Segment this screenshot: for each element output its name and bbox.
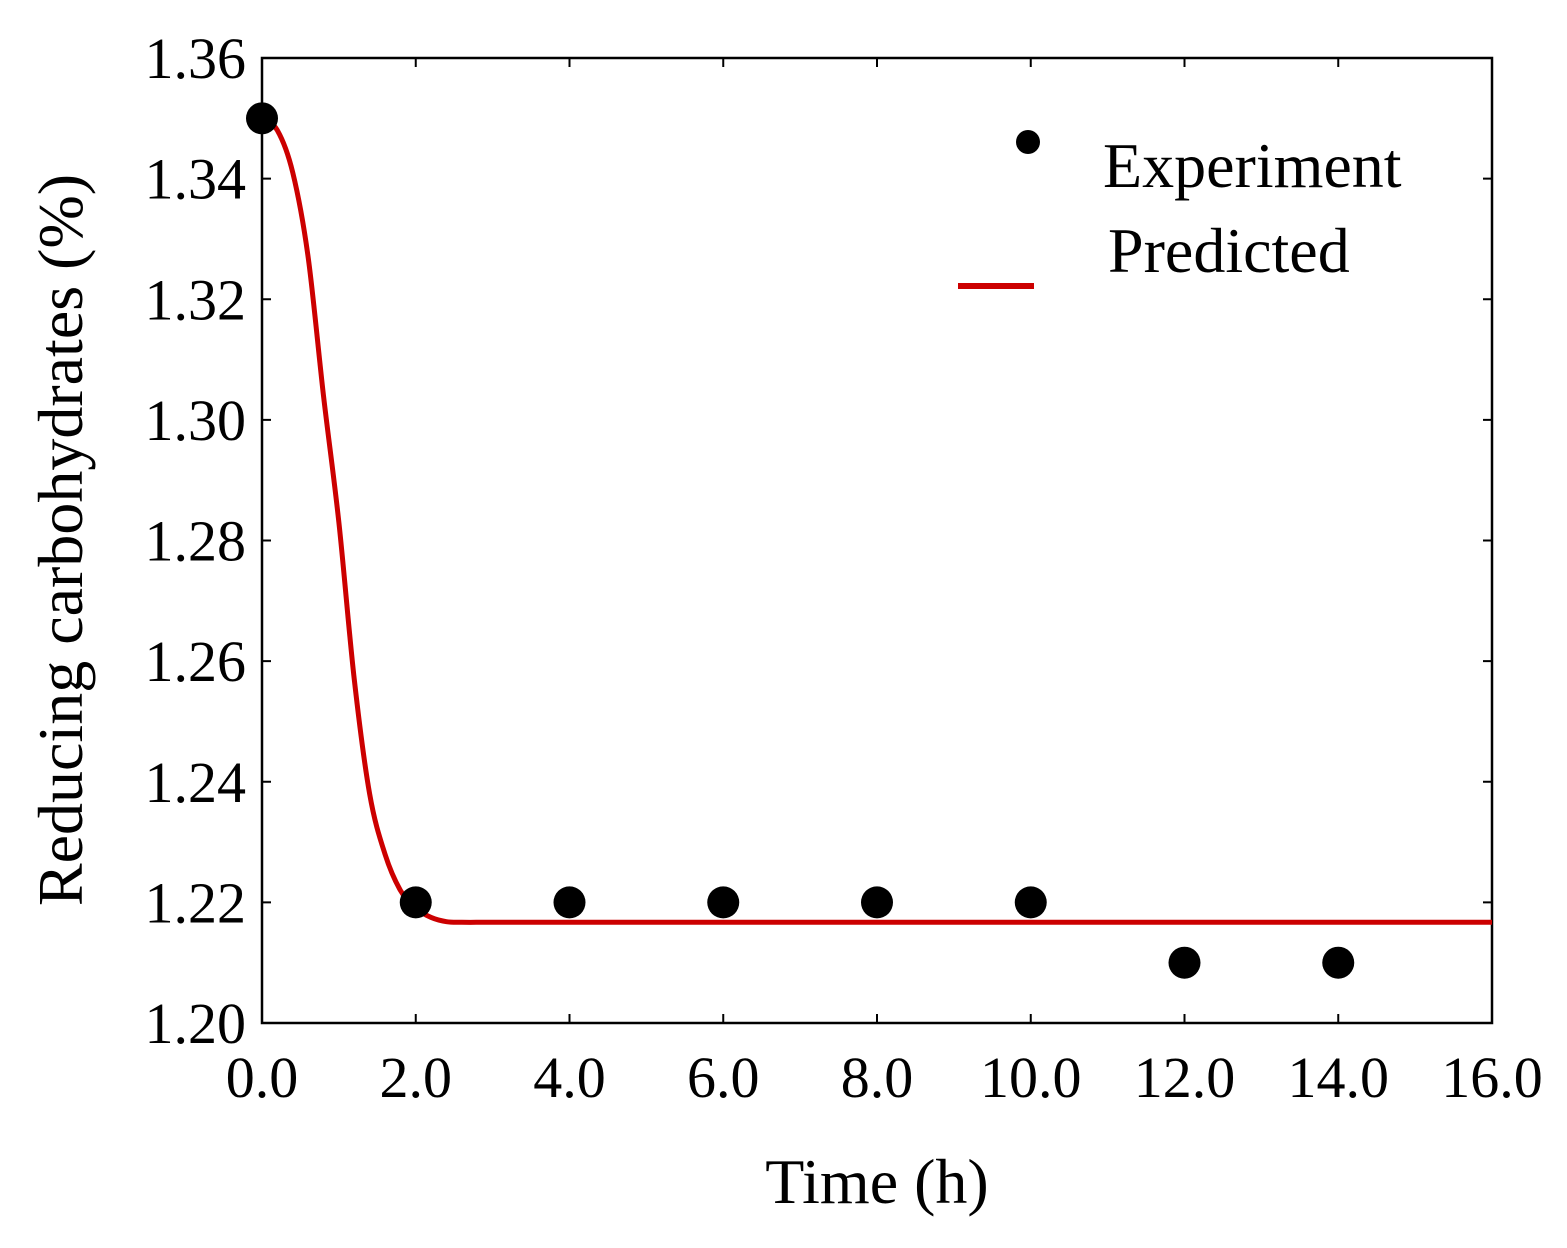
y-tick-label: 1.20 xyxy=(145,991,247,1056)
experiment-point xyxy=(1168,946,1201,979)
x-tick-label: 16.0 xyxy=(1441,1045,1543,1110)
x-tick-label: 6.0 xyxy=(687,1045,760,1110)
x-tick-label: 12.0 xyxy=(1134,1045,1236,1110)
y-tick-label: 1.22 xyxy=(145,870,247,935)
y-axis-title: Reducing carbohydrates (%) xyxy=(25,174,96,906)
legend: Experiment Predicted xyxy=(958,130,1402,289)
legend-predicted-label: Predicted xyxy=(1108,215,1350,286)
x-tick-label: 2.0 xyxy=(380,1045,453,1110)
y-tick-label: 1.24 xyxy=(145,750,247,815)
x-tick-label: 10.0 xyxy=(980,1045,1082,1110)
predicted-line xyxy=(260,116,1492,925)
x-tick-label: 8.0 xyxy=(841,1045,914,1110)
y-tick-label: 1.34 xyxy=(145,147,247,212)
series-layer xyxy=(246,102,1492,979)
x-axis-title: Time (h) xyxy=(765,1146,988,1217)
experiment-point xyxy=(707,886,740,919)
experiment-point xyxy=(399,886,432,919)
y-ticks: 1.20 1.22 1.24 1.26 1.28 1.30 1.32 1.34 1.36 xyxy=(145,26,1492,1056)
y-tick-label: 1.32 xyxy=(145,267,247,332)
plot-frame xyxy=(260,56,1494,1025)
x-tick-label: 14.0 xyxy=(1288,1045,1390,1110)
y-tick-label: 1.30 xyxy=(145,388,247,453)
x-tick-label: 0.0 xyxy=(226,1045,299,1110)
y-tick-label: 1.26 xyxy=(145,629,247,694)
y-tick-label: 1.36 xyxy=(145,26,247,91)
x-tick-label: 4.0 xyxy=(533,1045,606,1110)
experiment-point xyxy=(246,102,278,135)
experiment-point xyxy=(861,886,893,919)
experiment-point xyxy=(1322,946,1355,979)
x-ticks: 0.0 2.0 4.0 6.0 8.0 10.0 12.0 14.0 16.0 xyxy=(226,58,1543,1110)
legend-experiment-label: Experiment xyxy=(1103,130,1402,201)
y-tick-label: 1.28 xyxy=(145,509,247,574)
experiment-point xyxy=(1014,886,1047,919)
experiment-point xyxy=(553,886,586,919)
legend-experiment-marker xyxy=(1016,130,1040,154)
